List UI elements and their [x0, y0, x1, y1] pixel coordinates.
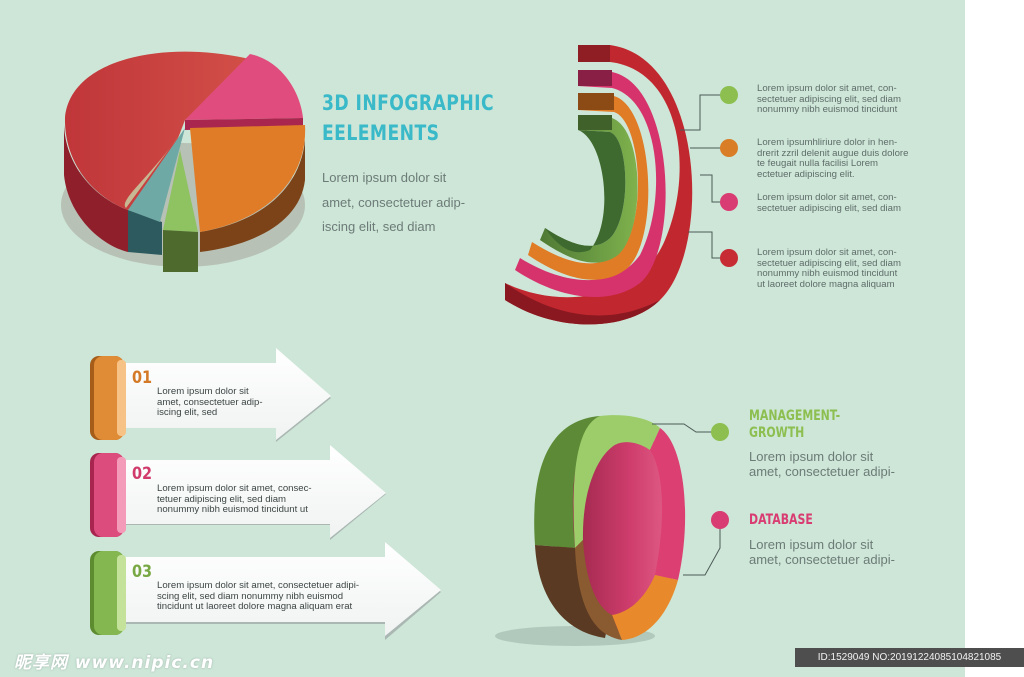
heading-line-1: 3D INFOGRAPHIC	[322, 91, 495, 115]
ring-green-outer	[534, 416, 612, 548]
note-line: sectetuer adipiscing elit, sed diam	[757, 257, 901, 269]
ring-note-1: Lorem ipsum dolor sit amet, con- sectetu…	[757, 83, 942, 116]
note-line: ectetuer adipiscing elit.	[757, 168, 855, 180]
intro-line: Lorem ipsum dolor sit	[322, 170, 447, 185]
ring-chart-3d	[495, 415, 686, 646]
pie-red-side	[64, 125, 128, 252]
ring-green-face	[573, 415, 660, 548]
database-dot	[711, 511, 729, 529]
arrow-step-02	[90, 445, 386, 540]
ring-brown-face	[575, 540, 622, 640]
heading-line-2: EELEMENTS	[322, 121, 440, 145]
image-id-strip: ID:1529049 NO:20191224085104821085	[795, 648, 1024, 667]
ring-pink	[515, 70, 666, 298]
step-line: scing elit, sed diam nonummy nibh euismo…	[157, 590, 344, 602]
note-line: sectetuer adipiscing elit, sed diam	[757, 202, 901, 214]
step-03-number: 03	[132, 562, 153, 582]
pie-teal-top	[128, 128, 185, 222]
pie-green-side	[163, 230, 198, 272]
note-line: te feugait nulla facilisi Lorem	[757, 158, 879, 170]
management-text: Lorem ipsum dolor sit amet, consectetuer…	[749, 449, 949, 479]
ring-note-4: Lorem ipsum dolor sit amet, con- sectetu…	[757, 247, 942, 290]
management-title-line: MANAGEMENT-	[749, 408, 841, 424]
management-title: MANAGEMENT- GROWTH	[749, 408, 840, 442]
step-02-text: Lorem ipsum dolor sit amet, consec- tetu…	[157, 483, 312, 516]
management-text-line: Lorem ipsum dolor sit	[749, 449, 874, 464]
step-01-number: 01	[132, 368, 153, 388]
pie-red-top	[64, 51, 251, 211]
management-dot	[711, 423, 729, 441]
note-line: drerit zzril delenit augue duis dolore	[757, 147, 909, 159]
arrow-step-03	[90, 542, 441, 640]
note-line: Lorem ipsumhliriure dolor in hen-	[757, 137, 898, 148]
database-text-line: amet, consectetuer adipi-	[749, 551, 895, 567]
step-02-number: 02	[132, 464, 153, 484]
note-line: Lorem ipsum dolor sit amet, con-	[757, 192, 897, 203]
step-01-text: Lorem ipsum dolor sit amet, consectetuer…	[157, 386, 263, 419]
step-line: Lorem ipsum dolor sit amet, consectetuer…	[157, 580, 360, 591]
step-line: amet, consectetuer adip-	[157, 396, 263, 408]
infographic-graphics	[61, 45, 738, 646]
step-line: tincidunt ut laoreet dolore magna aliqua…	[157, 601, 353, 612]
management-text-line: amet, consectetuer adipi-	[749, 463, 895, 479]
arrow-steps	[90, 348, 441, 640]
database-text: Lorem ipsum dolor sit amet, consectetuer…	[749, 537, 949, 567]
note-line: sectetuer adipiscing elit, sed diam	[757, 93, 901, 105]
arrow-step-01	[90, 348, 331, 442]
ring-orange-face	[612, 575, 678, 640]
step-line: Lorem ipsum dolor sit	[157, 386, 249, 397]
infographic-heading: 3D INFOGRAPHIC EELEMENTS	[322, 88, 495, 148]
pie-teal-side	[128, 210, 162, 255]
ring-3d-callouts	[652, 423, 721, 576]
ring-note-3: Lorem ipsum dolor sit amet, con- sectetu…	[757, 192, 942, 214]
ring-note-2: Lorem ipsumhliriure dolor in hen- drerit…	[757, 137, 942, 180]
step-line: tetuer adipiscing elit, sed diam	[157, 493, 287, 505]
pie-pink-slice	[185, 54, 303, 120]
step-line: Lorem ipsum dolor sit amet, consec-	[157, 483, 312, 494]
ring-orange	[528, 93, 649, 280]
management-title-line: GROWTH	[749, 425, 805, 441]
half-ring-chart	[505, 45, 693, 325]
intro-line: amet, consectetuer adip-	[322, 194, 466, 210]
intro-text: Lorem ipsum dolor sit amet, consectetuer…	[322, 166, 502, 240]
ring-pink-face	[650, 428, 686, 580]
pie-beige-top	[124, 130, 183, 208]
note-line: Lorem ipsum dolor sit amet, con-	[757, 247, 897, 258]
step-03-text: Lorem ipsum dolor sit amet, consectetuer…	[157, 580, 360, 613]
intro-line: iscing elit, sed diam	[322, 219, 436, 234]
note-line: nonummy nibh euismod tincidunt	[757, 268, 898, 280]
step-line: nonummy nibh euismod tincidunt ut	[157, 504, 308, 515]
watermark: 昵享网 www.nipic.cn	[14, 653, 215, 673]
ring-callout-dots	[720, 86, 738, 267]
pie-orange-side	[200, 140, 305, 252]
pie-chart-3d	[61, 51, 306, 272]
database-text-line: Lorem ipsum dolor sit	[749, 537, 874, 552]
step-line: iscing elit, sed	[157, 407, 218, 418]
database-title: DATABASE	[749, 512, 813, 528]
note-line: nonummy nibh euismod tincidunt	[757, 104, 898, 116]
pie-orange-top	[190, 125, 306, 232]
note-line: ut laoreet dolore magna aliquam	[757, 278, 895, 290]
note-line: Lorem ipsum dolor sit amet, con-	[757, 83, 897, 94]
pie-green-slice	[163, 150, 198, 232]
